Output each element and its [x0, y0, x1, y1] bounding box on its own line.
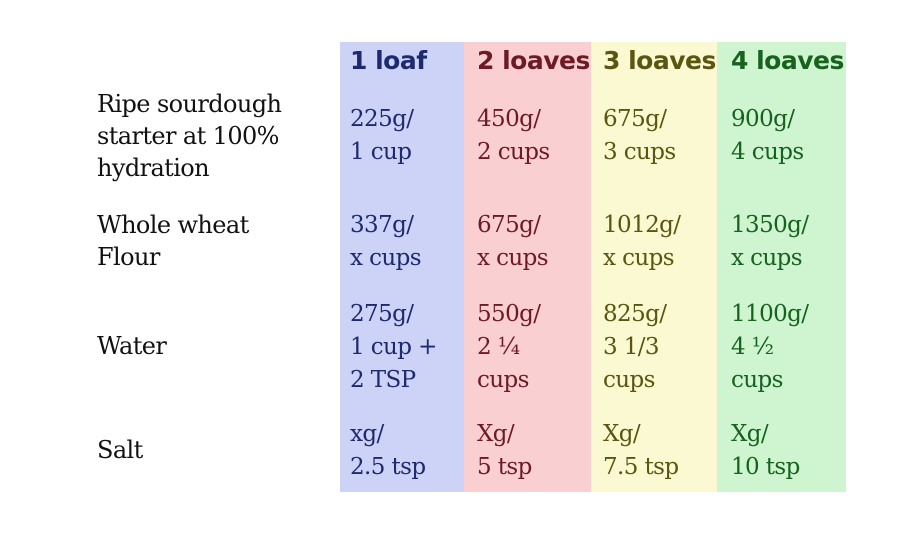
table-cell: Xg/ 7.5 tsp	[603, 421, 679, 480]
table-cell: 337g/ x cups	[350, 212, 422, 271]
column-header: 4 loaves	[731, 46, 844, 75]
table-cell: 550g/ 2 ¼ cups	[477, 301, 541, 393]
column-header: 1 loaf	[350, 46, 427, 75]
row-label: Salt	[97, 436, 143, 464]
table-cell: 1350g/ x cups	[731, 212, 809, 271]
column-2-loaves-background	[464, 42, 591, 492]
table-cell: Xg/ 10 tsp	[731, 421, 800, 480]
table-cell: 675g/ 3 cups	[603, 106, 676, 165]
row-label: Whole wheat Flour	[97, 211, 249, 271]
table-cell: 900g/ 4 cups	[731, 106, 804, 165]
row-label: Ripe sourdough starter at 100% hydration	[97, 90, 282, 182]
row-label: Water	[97, 332, 167, 360]
column-3-loaves-background	[591, 42, 717, 492]
table-cell: Xg/ 5 tsp	[477, 421, 532, 480]
column-header: 3 loaves	[603, 46, 716, 75]
column-1-loaf-background	[340, 42, 464, 492]
table-cell: 275g/ 1 cup + 2 TSP	[350, 301, 437, 393]
column-header: 2 loaves	[477, 46, 590, 75]
table-cell: 450g/ 2 cups	[477, 106, 550, 165]
table-cell: 825g/ 3 1/3 cups	[603, 301, 667, 393]
table-cell: 225g/ 1 cup	[350, 106, 414, 165]
table-cell: xg/ 2.5 tsp	[350, 421, 426, 480]
table-cell: 675g/ x cups	[477, 212, 549, 271]
table-cell: 1012g/ x cups	[603, 212, 681, 271]
column-4-loaves-background	[717, 42, 846, 492]
table-cell: 1100g/ 4 ½ cups	[731, 301, 809, 393]
